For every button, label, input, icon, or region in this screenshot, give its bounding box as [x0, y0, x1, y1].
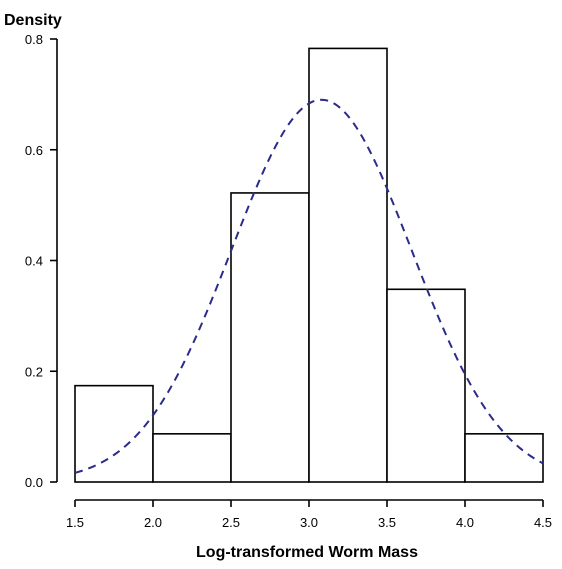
- y-tick-label: 0.8: [25, 32, 43, 47]
- x-tick-label: 3.0: [300, 515, 318, 530]
- histogram-bar-1: [74, 384, 154, 483]
- y-tick-label: 0.4: [25, 254, 43, 269]
- x-tick-label: 4.0: [456, 515, 474, 530]
- y-tick-label: 0.2: [25, 364, 43, 379]
- x-tick-label: 2.0: [144, 515, 162, 530]
- normal-density-curve: [74, 98, 544, 474]
- histogram-bar-3: [230, 192, 310, 483]
- x-tick-label: 2.5: [222, 515, 240, 530]
- histogram-bar-2: [152, 433, 232, 483]
- histogram-bar-4: [308, 47, 388, 483]
- histogram-bar-5: [386, 288, 466, 483]
- y-tick-label: 0.0: [25, 475, 43, 490]
- x-axis-title: Log-transformed Worm Mass: [196, 544, 418, 561]
- y-axis-title: Density: [4, 12, 62, 29]
- x-tick-label: 4.5: [534, 515, 552, 530]
- y-axis-ticks: 0.0 0.2 0.4 0.6 0.8: [25, 32, 57, 490]
- histogram-bars: [74, 47, 544, 483]
- x-tick-label: 1.5: [66, 515, 84, 530]
- y-tick-label: 0.6: [25, 143, 43, 158]
- x-axis-ticks: 1.5 2.0 2.5 3.0 3.5 4.0 4.5: [66, 500, 552, 530]
- x-tick-label: 3.5: [378, 515, 396, 530]
- histogram-bar-6: [464, 433, 544, 483]
